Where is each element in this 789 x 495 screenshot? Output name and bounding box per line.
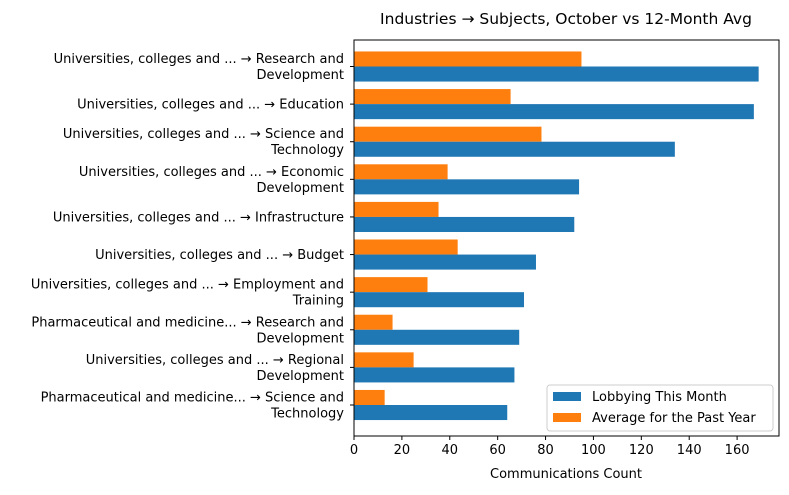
x-tick-label: 140 [677,443,702,458]
bar-lobbying-this-month [354,216,575,232]
bar-average-past-year [354,314,393,330]
x-tick-label: 40 [442,443,459,458]
bar-average-past-year [354,89,511,105]
bar-average-past-year [354,201,439,217]
x-axis-label: Communications Count [490,467,642,482]
bar-lobbying-this-month [354,179,580,195]
bar-lobbying-this-month [354,405,508,421]
y-tick-label: Universities, colleges and ... → Regiona… [86,353,344,384]
bar-average-past-year [354,51,582,67]
y-tick-label: Universities, colleges and ... → Economi… [79,165,344,196]
x-tick-label: 160 [725,443,750,458]
y-tick-label: Universities, colleges and ... → Infrast… [53,210,344,225]
x-tick-label: 0 [350,443,358,458]
x-tick-label: 80 [537,443,554,458]
bar-lobbying-this-month [354,141,675,157]
legend-label: Average for the Past Year [592,411,756,426]
bar-lobbying-this-month [354,104,754,120]
legend-box [546,384,774,432]
x-tick-label: 100 [581,443,606,458]
legend-swatch [553,413,581,422]
bar-average-past-year [354,164,448,180]
bar-lobbying-this-month [354,329,520,345]
x-tick-label: 120 [629,443,654,458]
y-tick-label: Pharmaceutical and medicine... → Researc… [31,315,344,346]
bar-lobbying-this-month [354,254,536,270]
bar-average-past-year [354,239,458,255]
chart-title: Industries → Subjects, October vs 12-Mon… [380,10,752,28]
bar-lobbying-this-month [354,292,524,308]
legend-label: Lobbying This Month [592,390,727,405]
y-tick-label: Universities, colleges and ... → Employm… [31,278,344,309]
y-tick-label: Universities, colleges and ... → Budget [95,248,344,263]
y-tick-label: Universities, colleges and ... → Educati… [77,98,344,113]
plot-frame [353,39,780,437]
x-tick-label: 20 [394,443,411,458]
bar-average-past-year [354,126,542,142]
bar-average-past-year [354,352,414,368]
bar-lobbying-this-month [354,66,759,82]
legend-swatch [553,392,581,401]
legend: Lobbying This Month Average for the Past … [546,384,774,432]
y-tick-label: Universities, colleges and ... → Researc… [54,52,344,83]
y-tick-label: Pharmaceutical and medicine... → Science… [41,391,345,422]
y-tick-label: Universities, colleges and ... → Science… [63,127,344,158]
x-tick-label: 60 [489,443,506,458]
bar-average-past-year [354,389,385,405]
bar-lobbying-this-month [354,367,515,383]
bar-average-past-year [354,277,428,293]
